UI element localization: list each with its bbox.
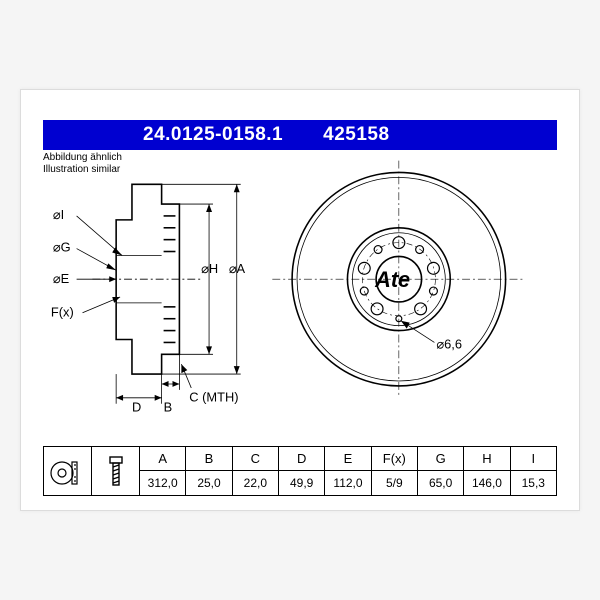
col-value: 65,0 — [418, 471, 463, 495]
rotor-thumb-icon — [44, 447, 92, 495]
col-header: F(x) — [372, 447, 417, 471]
label-B: B — [164, 400, 173, 415]
col-header: D — [279, 447, 324, 471]
col-H: H 146,0 — [464, 447, 510, 495]
col-value: 49,9 — [279, 471, 324, 495]
col-I: I 15,3 — [511, 447, 556, 495]
col-D: D 49,9 — [279, 447, 325, 495]
col-value: 312,0 — [140, 471, 185, 495]
part-number-secondary: 425158 — [323, 124, 389, 146]
label-hole-diameter: ⌀6,6 — [436, 336, 462, 351]
label-G: ⌀G — [53, 240, 71, 255]
col-header: G — [418, 447, 463, 471]
col-B: B 25,0 — [186, 447, 232, 495]
part-number-primary: 24.0125-0158.1 — [143, 124, 283, 146]
image-area: 24.0125-0158.1 425158 Abbildung ähnlich … — [21, 90, 579, 510]
label-A: ⌀A — [229, 261, 246, 276]
label-H: ⌀H — [201, 261, 218, 276]
spec-columns: A 312,0 B 25,0 C 22,0 D 49,9 E 112,0 — [140, 447, 556, 495]
label-F: F(x) — [51, 305, 74, 320]
technical-drawing: ⌀I ⌀G ⌀E — [43, 150, 557, 440]
spec-table: A 312,0 B 25,0 C 22,0 D 49,9 E 112,0 — [43, 446, 557, 496]
col-A: A 312,0 — [140, 447, 186, 495]
col-E: E 112,0 — [325, 447, 371, 495]
col-C: C 22,0 — [233, 447, 279, 495]
col-header: A — [140, 447, 185, 471]
col-value: 25,0 — [186, 471, 231, 495]
col-header: H — [464, 447, 509, 471]
col-value: 146,0 — [464, 471, 509, 495]
col-value: 15,3 — [511, 471, 556, 495]
col-value: 22,0 — [233, 471, 278, 495]
drawing-svg: ⌀I ⌀G ⌀E — [43, 150, 557, 440]
col-header: I — [511, 447, 556, 471]
label-I: ⌀I — [53, 207, 64, 222]
label-E: ⌀E — [53, 271, 70, 286]
col-header: C — [233, 447, 278, 471]
col-G: G 65,0 — [418, 447, 464, 495]
col-header: B — [186, 447, 231, 471]
product-diagram-card: 24.0125-0158.1 425158 Abbildung ähnlich … — [20, 89, 580, 511]
col-header: E — [325, 447, 370, 471]
col-value: 5/9 — [372, 471, 417, 495]
col-F: F(x) 5/9 — [372, 447, 418, 495]
col-value: 112,0 — [325, 471, 370, 495]
bolt-thumb-icon — [92, 447, 140, 495]
brand-logo: Ate — [374, 267, 410, 292]
label-C: C (MTH) — [189, 390, 238, 405]
part-number-bar: 24.0125-0158.1 425158 — [43, 120, 557, 150]
rotor-face-view: ⌀6,6 Ate — [272, 161, 525, 398]
label-D: D — [132, 400, 141, 415]
